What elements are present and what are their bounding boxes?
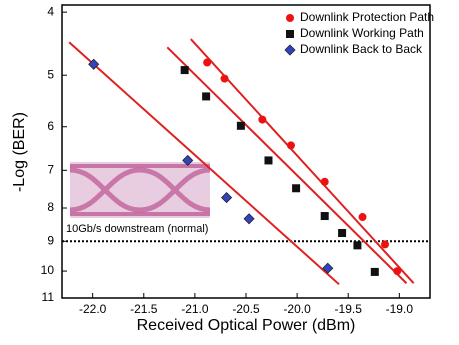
- point: [371, 268, 379, 276]
- y-tick-label: 8: [47, 200, 54, 214]
- point: [359, 213, 367, 221]
- point: [244, 214, 254, 224]
- eye-diagram-inset: [70, 162, 210, 218]
- point: [393, 267, 401, 275]
- point: [264, 156, 272, 164]
- point: [321, 212, 329, 220]
- x-tick-label: -22.0: [79, 302, 107, 316]
- y-tick-label: 9: [47, 233, 54, 247]
- y-tick-label: 7: [47, 162, 54, 176]
- y-tick-label: 4: [47, 4, 54, 18]
- legend-marker: [285, 45, 295, 55]
- point: [181, 66, 189, 74]
- legend-label: Downlink Protection Path: [300, 10, 434, 24]
- y-tick-label: 6: [47, 119, 54, 133]
- x-tick-label: -20.5: [232, 302, 260, 316]
- legend-marker: [286, 14, 294, 22]
- point: [202, 92, 210, 100]
- point: [287, 141, 295, 149]
- x-tick-label: -21.0: [181, 302, 209, 316]
- legend-label: Downlink Back to Back: [300, 42, 423, 56]
- point: [237, 122, 245, 130]
- legend-label: Downlink Working Path: [300, 26, 424, 40]
- x-axis-label: Received Optical Power (dBm): [137, 317, 356, 334]
- point: [338, 229, 346, 237]
- inset-caption: 10Gb/s downstream (normal): [66, 223, 208, 235]
- x-tick-label: -20.0: [283, 302, 311, 316]
- point: [203, 58, 211, 66]
- point: [381, 240, 389, 248]
- legend-marker: [286, 30, 294, 38]
- y-tick-label: 5: [47, 67, 54, 81]
- y-axis-label: -Log (BER): [11, 112, 28, 192]
- x-tick-label: -19.0: [386, 302, 414, 316]
- y-tick-label: 10: [41, 263, 55, 277]
- point: [258, 116, 266, 124]
- point: [353, 241, 361, 249]
- x-tick-label: -19.5: [335, 302, 363, 316]
- point: [222, 193, 232, 203]
- point: [221, 75, 229, 83]
- point: [321, 178, 329, 186]
- chart: 10Gb/s downstream (normal) Received Opti…: [0, 0, 459, 345]
- point: [292, 184, 300, 192]
- y-tick-label: 11: [42, 290, 55, 304]
- x-tick-label: -21.5: [130, 302, 158, 316]
